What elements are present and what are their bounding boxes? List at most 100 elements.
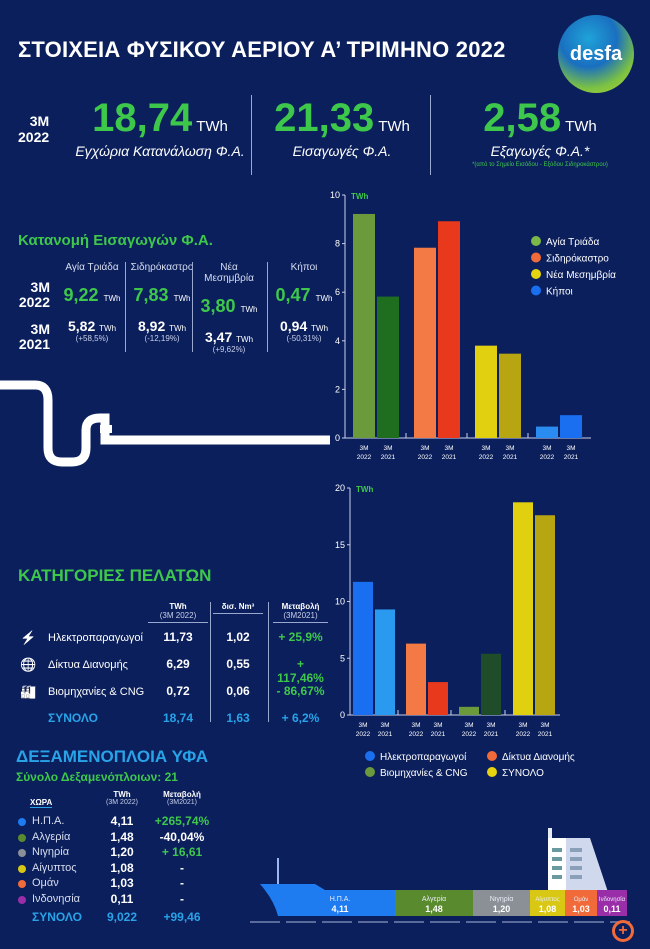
ship-bow-mast xyxy=(277,858,279,886)
bar xyxy=(459,706,479,715)
kpi-exports: 2,58 TWh Εξαγωγές Φ.Α.* *(από το Σημείο Ε… xyxy=(440,96,640,168)
country-color-dot xyxy=(18,895,26,904)
header-sub: (3M 2022) xyxy=(106,799,138,806)
change-percent: (+9,62%) xyxy=(212,345,246,354)
change-value: + 117,46% xyxy=(277,657,324,685)
kpi-consumption: 18,74 TWh Εγχώρια Κατανάλωση Φ.Α. xyxy=(60,96,260,159)
divider xyxy=(125,262,126,352)
ship-segment-value: 1,48 xyxy=(425,904,443,914)
page-title: ΣΤΟΙΧΕΙΑ ΦΥΣΙΚΟΥ ΑΕΡΙΟΥ Α’ ΤΡΙΜΗΝΟ 2022 xyxy=(18,37,506,62)
period-line: 3M xyxy=(29,113,50,129)
kpi-value: 18,74 xyxy=(92,96,193,140)
twh-value: 0,72 xyxy=(166,684,190,698)
import-point-column: Κήποι 0,47 TWh 0,94 TWh (-50,31%) xyxy=(270,262,338,343)
ship-window xyxy=(552,848,562,852)
country-color-dot xyxy=(18,880,26,888)
x-tick-label: 2021 xyxy=(431,731,446,738)
x-tick-label: 2022 xyxy=(409,731,424,738)
column-header: δισ. Nm³ xyxy=(213,602,263,614)
country-name: Αίγυπτος xyxy=(32,861,77,874)
y-tick-label: 2 xyxy=(335,384,340,394)
y-tick-label: 8 xyxy=(335,239,340,249)
country-name: Νιγηρία xyxy=(32,846,70,858)
value: 9,22 xyxy=(63,285,99,305)
country-name: Αλγερία xyxy=(32,830,71,843)
value-2022: 7,83 TWh xyxy=(128,285,196,306)
legend-label: Κήποι xyxy=(546,286,573,298)
bar xyxy=(406,643,426,715)
value: 7,83 xyxy=(133,285,169,305)
twh-value: 1,20 xyxy=(110,845,134,859)
nm3-value: 0,06 xyxy=(226,684,250,698)
value: 3,47 xyxy=(204,329,233,345)
bar xyxy=(414,247,436,438)
y-tick-label: 0 xyxy=(335,433,340,443)
lng-subtitle: Σύνολο Δεξαμενόπλοιων: 21 xyxy=(16,770,178,784)
value: 8,92 xyxy=(137,318,166,334)
total-change: + 6,2% xyxy=(281,711,320,725)
customer-name: Δίκτυα Διανομής xyxy=(48,659,128,671)
customer-name: Ηλεκτροπαραγωγοί xyxy=(48,632,143,644)
kpi-label: Εξαγωγές Φ.Α.* xyxy=(490,143,590,159)
y-tick-label: 10 xyxy=(330,190,340,200)
bar xyxy=(536,426,558,438)
power-pylon-icon: ⚡ xyxy=(20,630,37,645)
x-tick-label: 2022 xyxy=(479,454,494,461)
legend-swatch xyxy=(531,236,541,246)
lng-country-row: Η.Π.Α. 4,11 +265,74% xyxy=(16,814,246,830)
country-color-dot xyxy=(18,818,26,826)
x-tick-label: 3M xyxy=(420,445,429,452)
imports-bar-chart: TWh 0 2 4 6 8 10 3M 2022 3M 2021 3M 2022 3M 2021 3M 2022… xyxy=(330,190,616,461)
factory-icon: 🏭 xyxy=(20,684,37,699)
row-label-2021: 3M 2021 xyxy=(18,321,50,352)
country-header: ΧΩΡΑ xyxy=(30,798,53,808)
ship-segment-label: Ομάν xyxy=(574,896,589,903)
change-value: -40,04% xyxy=(159,829,205,844)
y-axis-label: TWh xyxy=(351,192,368,201)
header-main: TWh xyxy=(169,602,187,611)
twh-value: 1,03 xyxy=(110,876,134,890)
x-tick-label: 2021 xyxy=(564,454,579,461)
value: 0,47 xyxy=(275,285,311,305)
column-header: TWh (3M 2022) xyxy=(148,602,208,623)
x-tick-label: 3M xyxy=(518,722,527,729)
legend-swatch xyxy=(531,252,541,263)
legend-swatch xyxy=(531,269,541,279)
total-label: ΣΥΝΟΛΟ xyxy=(48,711,98,725)
twh-value: 0,11 xyxy=(110,891,134,906)
total-change: +99,46 xyxy=(163,910,201,924)
divider xyxy=(192,262,193,352)
bar xyxy=(535,515,555,715)
divider xyxy=(268,602,269,722)
header-main: δισ. Nm³ xyxy=(221,602,255,611)
customer-name: Βιομηχανίες & CNG xyxy=(48,686,145,698)
value-2022: 0,47 TWh xyxy=(270,285,338,306)
bar xyxy=(513,502,533,715)
unit: TWh xyxy=(311,324,329,333)
ship-window xyxy=(570,875,582,879)
lng-country-row: Αλγερία 1,48 -40,04% xyxy=(16,830,246,846)
legend-label: ΣΥΝΟΛΟ xyxy=(502,768,544,779)
imports-title: Κατανομή Εισαγωγών Φ.Α. xyxy=(18,232,213,249)
x-tick-label: 3M xyxy=(540,722,549,729)
ship-window xyxy=(552,866,562,870)
x-tick-label: 2021 xyxy=(503,454,518,461)
ship-segment xyxy=(395,890,473,916)
unit: TWh xyxy=(236,335,254,344)
kpi-value: 2,58 xyxy=(483,96,562,140)
column-header: TWh (3M 2022) xyxy=(92,790,152,806)
lng-total-row: ΣΥΝΟΛΟ 9,022 +99,46 xyxy=(16,910,246,926)
bar xyxy=(428,682,448,715)
customers-title: ΚΑΤΗΓΟΡΙΕΣ ΠΕΛΑΤΩΝ xyxy=(18,566,212,585)
zoom-in-icon[interactable]: + xyxy=(612,920,634,942)
total-twh: 9,022 xyxy=(106,910,138,924)
kpi-unit: TWh xyxy=(378,118,410,135)
kpi-period: 3M 2022 xyxy=(18,113,49,145)
x-tick-label: 2021 xyxy=(378,731,393,738)
y-tick-label: 6 xyxy=(335,287,340,297)
legend-label: Βιομηχανίες & CNG xyxy=(380,767,468,779)
customers-bar-chart: TWh 0 5 10 15 20 3M 2022 3M 2021 3M 2022 3M 2021 3M 202… xyxy=(335,483,575,779)
nm3-value: 0,55 xyxy=(226,657,250,671)
ship-window xyxy=(552,857,562,861)
bar xyxy=(560,415,582,438)
